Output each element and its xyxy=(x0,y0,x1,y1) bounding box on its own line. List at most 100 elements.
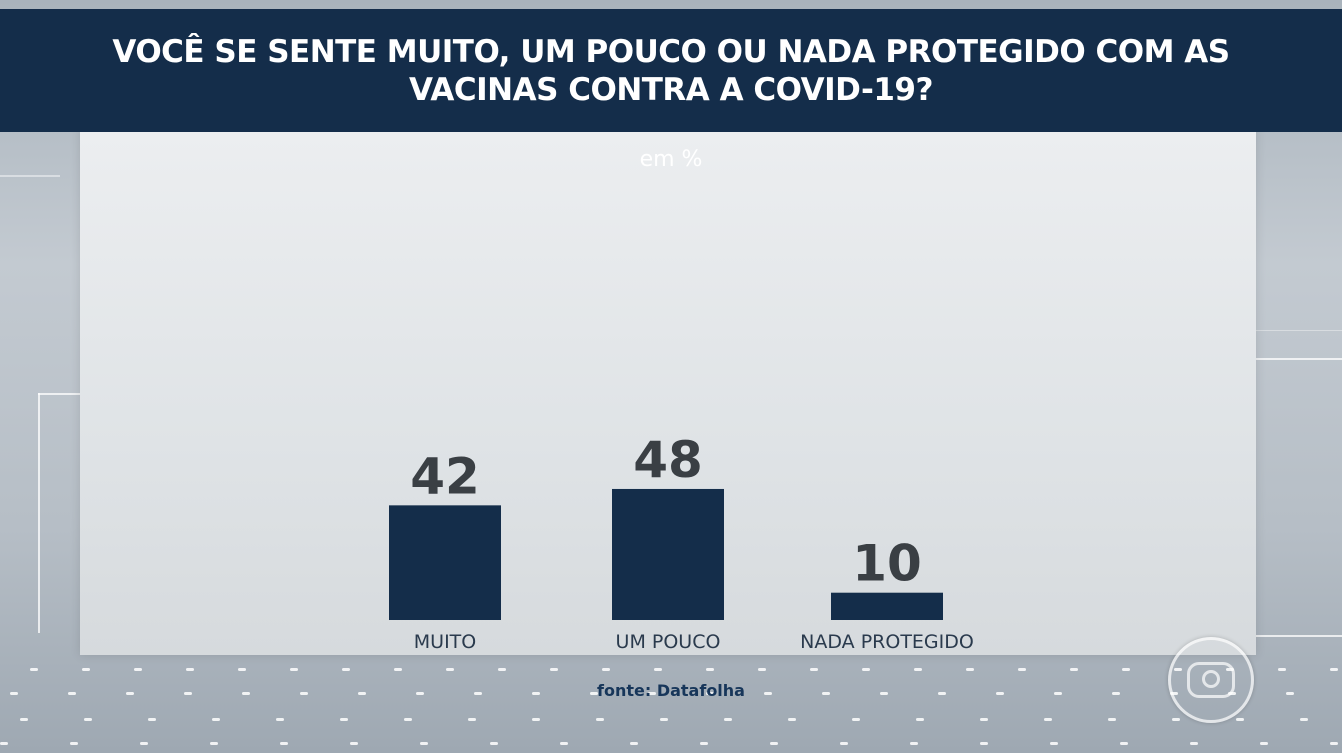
floor-dot xyxy=(654,668,662,671)
chart-title: VOCÊ SE SENTE MUITO, UM POUCO OU NADA PR… xyxy=(112,33,1230,108)
floor-dot xyxy=(1018,668,1026,671)
floor-dot xyxy=(468,718,476,721)
floor-dot xyxy=(1070,668,1078,671)
floor-dot xyxy=(1120,742,1128,745)
floor-dot xyxy=(862,668,870,671)
value-label-0: 42 xyxy=(410,447,480,505)
floor-dot xyxy=(490,742,498,745)
floor-dot xyxy=(210,742,218,745)
floor-dot xyxy=(996,692,1004,695)
floor-dot xyxy=(420,742,428,745)
floor-dot xyxy=(20,718,28,721)
floor-dot xyxy=(532,718,540,721)
floor-dot xyxy=(416,692,424,695)
floor-dot xyxy=(788,718,796,721)
floor-dot xyxy=(602,668,610,671)
floor-dot xyxy=(880,692,888,695)
globo-logo-icon xyxy=(1168,637,1254,723)
floor-dot xyxy=(724,718,732,721)
floor-dot xyxy=(532,692,540,695)
floor-dot xyxy=(1236,718,1244,721)
floor-dot xyxy=(852,718,860,721)
floor-dot xyxy=(1044,718,1052,721)
floor-dot xyxy=(596,718,604,721)
bar-0 xyxy=(389,505,501,620)
floor-dot xyxy=(840,742,848,745)
floor-dot xyxy=(590,692,598,695)
category-label-0: MUITO xyxy=(414,631,476,653)
floor-dot xyxy=(916,718,924,721)
floor-dot xyxy=(186,668,194,671)
logo-dot xyxy=(1202,670,1220,688)
floor-dot xyxy=(910,742,918,745)
floor-dot xyxy=(126,692,134,695)
floor-dot xyxy=(966,668,974,671)
floor-dot xyxy=(1286,692,1294,695)
floor-dot xyxy=(938,692,946,695)
floor-dot xyxy=(82,668,90,671)
floor-dot xyxy=(914,668,922,671)
category-label-2: NADA PROTEGIDO xyxy=(800,631,974,653)
floor-dot xyxy=(290,668,298,671)
floor-dot xyxy=(10,692,18,695)
category-label-1: UM POUCO xyxy=(616,631,721,653)
background-line xyxy=(1256,358,1342,360)
logo-ring xyxy=(1187,662,1235,698)
floor-dot xyxy=(1050,742,1058,745)
floor-dot xyxy=(358,692,366,695)
floor-dot xyxy=(706,668,714,671)
floor-dot xyxy=(810,668,818,671)
floor-dot xyxy=(498,668,506,671)
floor-dot xyxy=(770,742,778,745)
floor-dot xyxy=(300,692,308,695)
background-line xyxy=(0,175,60,177)
floor-dot xyxy=(550,668,558,671)
floor-dot xyxy=(394,668,402,671)
floor-dot xyxy=(242,692,250,695)
floor-dot xyxy=(1330,742,1338,745)
floor-dot xyxy=(350,742,358,745)
floor-dot xyxy=(1190,742,1198,745)
floor-dot xyxy=(1122,668,1130,671)
floor-dot xyxy=(1172,718,1180,721)
unit-label: em % xyxy=(639,147,703,172)
floor-dot xyxy=(980,742,988,745)
source-note: fonte: Datafolha xyxy=(597,681,745,700)
floor-dot xyxy=(764,692,772,695)
value-label-2: 10 xyxy=(852,535,922,593)
bar-2 xyxy=(831,592,943,620)
floor-dot xyxy=(84,718,92,721)
floor-dot xyxy=(30,668,38,671)
floor-dot xyxy=(140,742,148,745)
floor-dot xyxy=(1278,668,1286,671)
value-label-1: 48 xyxy=(633,431,703,489)
floor-dot xyxy=(630,742,638,745)
floor-dot xyxy=(1112,692,1120,695)
background-line xyxy=(38,393,80,395)
floor-dot xyxy=(474,692,482,695)
floor-dot xyxy=(0,742,8,745)
bar-1 xyxy=(612,488,724,620)
floor-dot xyxy=(1054,692,1062,695)
floor-dot xyxy=(1330,668,1338,671)
floor-dot xyxy=(238,668,246,671)
floor-dot xyxy=(404,718,412,721)
floor-dot xyxy=(70,742,78,745)
floor-dot xyxy=(1260,742,1268,745)
floor-dot xyxy=(758,668,766,671)
floor-dot xyxy=(1300,718,1308,721)
floor-dot xyxy=(342,668,350,671)
floor-dot xyxy=(134,668,142,671)
floor-dot xyxy=(660,718,668,721)
title-banner: VOCÊ SE SENTE MUITO, UM POUCO OU NADA PR… xyxy=(0,9,1342,132)
floor-dot xyxy=(648,692,656,695)
background-line xyxy=(38,393,40,633)
floor-dot xyxy=(212,718,220,721)
floor-dot xyxy=(184,692,192,695)
floor-dot xyxy=(980,718,988,721)
background-line xyxy=(1256,635,1342,637)
floor-dot xyxy=(280,742,288,745)
floor-dot xyxy=(68,692,76,695)
floor-dot xyxy=(700,742,708,745)
